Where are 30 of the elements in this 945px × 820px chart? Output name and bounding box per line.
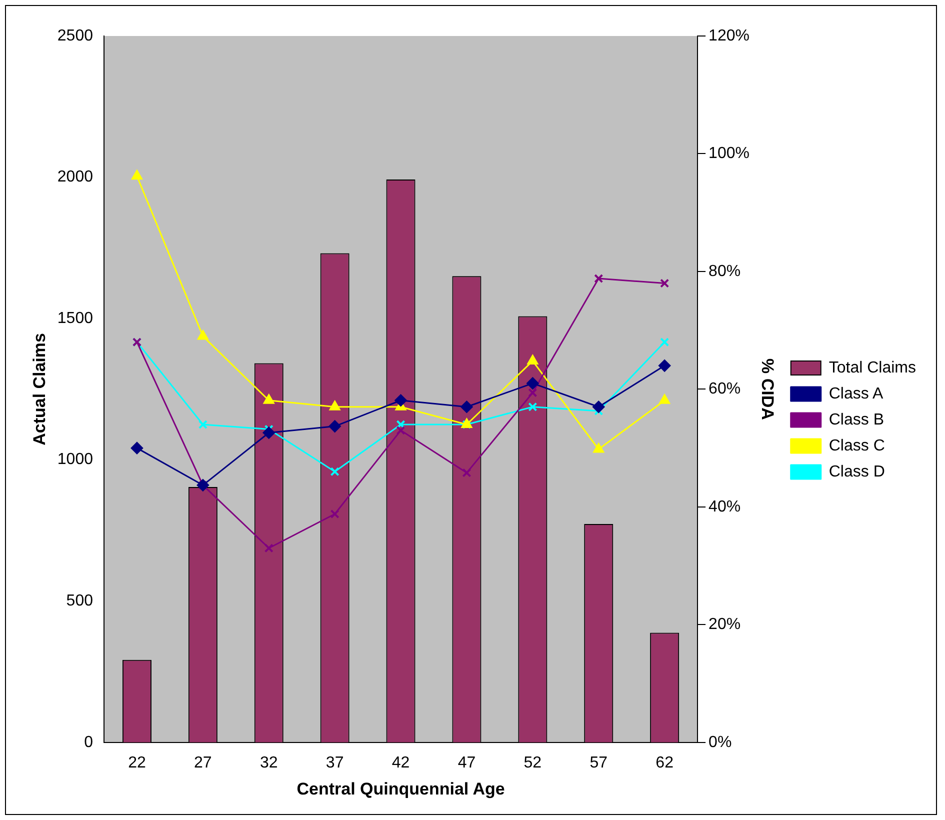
y2-tick-label: 0% — [708, 734, 732, 751]
x-tick-label: 37 — [326, 754, 344, 772]
x-tick-label: 47 — [458, 754, 476, 772]
y-tick-label: 1000 — [57, 451, 94, 468]
legend-label: Class A — [828, 385, 884, 402]
y2-tick-label: 40% — [708, 498, 741, 516]
y2-tick-label: 120% — [708, 27, 750, 44]
x-tick-label: 52 — [524, 754, 542, 772]
y-tick-label: 500 — [66, 592, 94, 610]
y2-tick-label: 20% — [708, 616, 741, 634]
x-tick-label: 57 — [590, 754, 608, 772]
x-tick-label: 62 — [656, 754, 674, 772]
y2-tick-label: 80% — [708, 262, 741, 280]
y-tick-label: 1500 — [57, 310, 94, 327]
x-tick-label: 42 — [392, 754, 410, 772]
y2-axis-title: % CIDA — [758, 358, 777, 420]
y-tick-label: 2000 — [57, 168, 94, 186]
y2-tick-label: 60% — [708, 380, 741, 398]
legend-label: Class B — [828, 411, 884, 428]
x-tick-label: 22 — [128, 754, 146, 772]
x-tick-label: 27 — [194, 754, 212, 772]
y-axis-title: Actual Claims — [30, 332, 49, 446]
y-tick-label: 2500 — [57, 27, 94, 44]
legend-label: Class D — [828, 463, 885, 480]
y2-tick-label: 100% — [708, 145, 750, 162]
y-tick-label: 0 — [84, 734, 94, 751]
legend-label: Total Claims — [828, 359, 916, 376]
x-tick-label: 32 — [260, 754, 278, 772]
legend-label: Class C — [828, 437, 885, 454]
x-axis-title: Central Quinquennial Age — [296, 779, 505, 798]
